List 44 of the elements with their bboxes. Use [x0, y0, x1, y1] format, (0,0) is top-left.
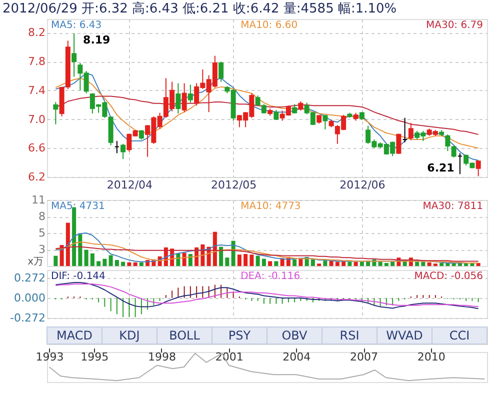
- text: PSY: [228, 328, 252, 342]
- series-label: DIF: -0.144: [51, 271, 106, 282]
- series-label: MACD: -0.056: [414, 271, 483, 282]
- y-tick-label: 7.0: [28, 112, 46, 126]
- x-tick-label: 2012/04: [106, 178, 153, 192]
- annotation: 6.21: [427, 161, 454, 174]
- annotation: 8.19: [83, 33, 110, 46]
- text: MA5: 6.43: [51, 20, 102, 31]
- text: MA5: 4731: [51, 201, 105, 212]
- y-tick-label: 7.8: [28, 55, 46, 68]
- x-tick-label: 2012/06: [340, 178, 386, 192]
- x-tick-label: 1993: [36, 350, 64, 364]
- y-tick-label: 5: [38, 226, 46, 240]
- y-tick-label: 6.6: [28, 142, 46, 155]
- text: MACD: [56, 328, 92, 342]
- chart-title: 2012/06/29 开:6.32 高:6.43 低:6.21 收:6.42 量:4585 幅:1.10%: [2, 0, 397, 16]
- y-tick-label: 11: [32, 194, 46, 206]
- text: OBV: [282, 328, 308, 342]
- x-tick-label: 2010: [417, 350, 446, 364]
- y-tick-label: 8.2: [28, 26, 46, 40]
- y-axis-title: x万: [28, 256, 44, 268]
- text: BOLL: [169, 328, 200, 342]
- y-tick-label: 0.000: [14, 291, 46, 304]
- x-tick-label: 2001: [215, 350, 244, 364]
- text: KDJ: [119, 328, 140, 342]
- y-tick-label: 0.272: [14, 271, 46, 284]
- x-tick-label: 2007: [350, 350, 378, 364]
- y-tick-label: 7.4: [28, 84, 46, 97]
- text: WVAD: [386, 328, 423, 342]
- x-tick-label: 1998: [148, 350, 176, 364]
- y-tick-label: 6.2: [28, 170, 46, 184]
- text: MA30: 6.79: [426, 20, 483, 31]
- x-tick-label: 2004: [282, 350, 311, 364]
- text: RSI: [340, 328, 360, 342]
- text: MA10: 6.60: [240, 20, 298, 31]
- series-label: DEA: -0.116: [240, 271, 300, 282]
- y-tick-label: 8: [38, 210, 46, 223]
- text: CCI: [449, 328, 470, 342]
- y-tick-label: 3: [38, 243, 46, 256]
- text: MA10: 4773: [240, 201, 301, 212]
- x-tick-label: 1995: [80, 350, 109, 364]
- text: MA30: 7811: [422, 201, 483, 212]
- y-tick-label: -0.272: [10, 312, 46, 324]
- x-tick-label: 2012/05: [210, 178, 257, 192]
